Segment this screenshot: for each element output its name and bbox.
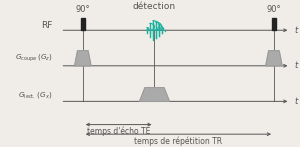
Text: temps d'écho TE: temps d'écho TE	[87, 127, 150, 136]
Text: RF: RF	[42, 21, 53, 30]
Text: t: t	[295, 61, 298, 70]
Text: $G_{\mathrm{coupe}}\,(G_z)$: $G_{\mathrm{coupe}}\,(G_z)$	[15, 53, 53, 64]
Text: t: t	[295, 97, 298, 106]
Polygon shape	[266, 51, 282, 66]
Polygon shape	[140, 88, 169, 101]
Bar	[81, 18, 85, 30]
Text: détection: détection	[133, 2, 176, 11]
Text: temps de répétition TR: temps de répétition TR	[134, 136, 222, 146]
Text: 90°: 90°	[76, 5, 90, 14]
Text: t: t	[295, 26, 298, 35]
Bar	[272, 18, 276, 30]
Text: $G_{\mathrm{lect.}}\,(G_x)$: $G_{\mathrm{lect.}}\,(G_x)$	[18, 90, 53, 100]
Text: 90°: 90°	[267, 5, 281, 14]
Polygon shape	[75, 51, 91, 66]
